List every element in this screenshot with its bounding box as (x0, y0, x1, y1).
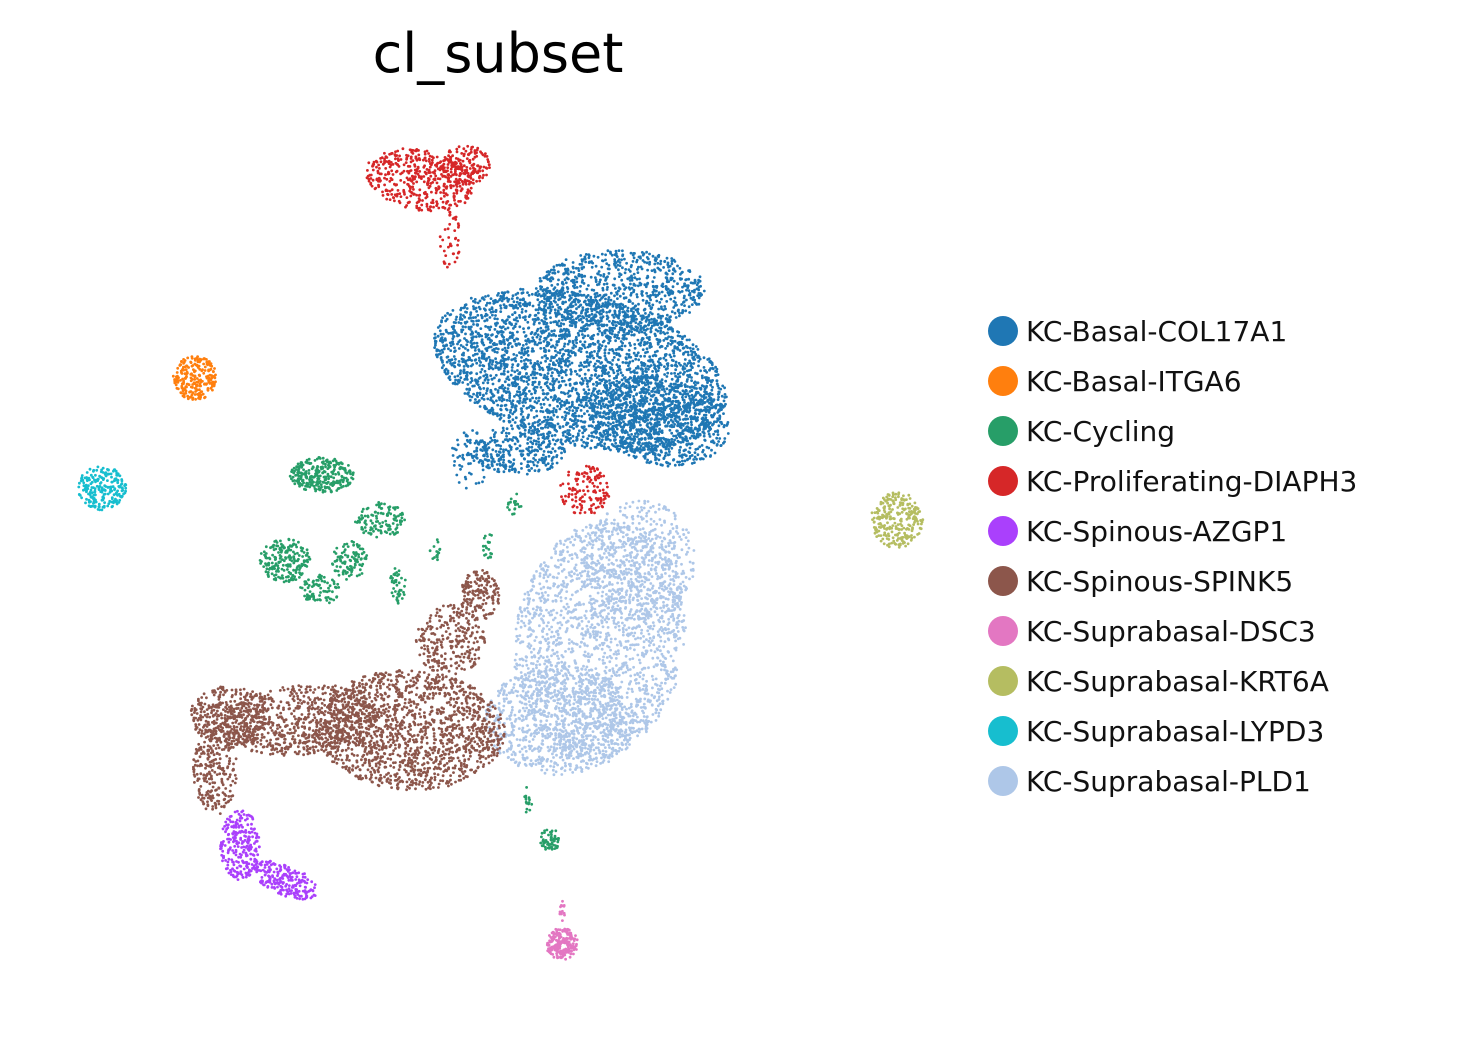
legend-item: KC-Spinous-SPINK5 (988, 556, 1357, 606)
legend: KC-Basal-COL17A1 KC-Basal-ITGA6 KC-Cycling… (988, 306, 1357, 806)
legend-item: KC-Basal-ITGA6 (988, 356, 1357, 406)
cluster-kc-suprabasal-dsc3 (545, 899, 579, 961)
legend-label: KC-Spinous-SPINK5 (1026, 564, 1294, 598)
legend-swatch (988, 316, 1018, 346)
legend-label: KC-Basal-ITGA6 (1026, 364, 1242, 398)
legend-label: KC-Suprabasal-LYPD3 (1026, 714, 1325, 748)
legend-swatch (988, 466, 1018, 496)
legend-item: KC-Suprabasal-KRT6A (988, 656, 1357, 706)
legend-label: KC-Suprabasal-KRT6A (1026, 664, 1329, 698)
legend-swatch (988, 716, 1018, 746)
legend-swatch (988, 516, 1018, 546)
cluster-kc-spinous-azgp1 (219, 809, 317, 901)
cluster-kc-suprabasal-lypd3 (77, 465, 128, 512)
legend-swatch (988, 366, 1018, 396)
legend-item: KC-Suprabasal-PLD1 (988, 756, 1357, 806)
legend-swatch (988, 416, 1018, 446)
legend-swatch (988, 666, 1018, 696)
cluster-kc-proliferating-diaph3 (365, 144, 611, 515)
legend-item: KC-Basal-COL17A1 (988, 306, 1357, 356)
legend-item: KC-Proliferating-DIAPH3 (988, 456, 1357, 506)
legend-label: KC-Proliferating-DIAPH3 (1026, 464, 1358, 498)
legend-item: KC-Spinous-AZGP1 (988, 506, 1357, 556)
cluster-kc-suprabasal-krt6a (870, 491, 925, 549)
legend-label: KC-Suprabasal-PLD1 (1026, 764, 1311, 798)
legend-swatch (988, 566, 1018, 596)
cluster-kc-suprabasal-pld1 (483, 499, 696, 777)
legend-swatch (988, 616, 1018, 646)
legend-label: KC-Cycling (1026, 414, 1176, 448)
legend-label: KC-Suprabasal-DSC3 (1026, 614, 1316, 648)
cluster-kc-basal-itga6 (171, 355, 217, 401)
cluster-kc-cycling (258, 456, 560, 851)
legend-label: KC-Spinous-AZGP1 (1026, 514, 1288, 548)
chart-title: cl_subset (372, 22, 624, 85)
legend-item: KC-Suprabasal-LYPD3 (988, 706, 1357, 756)
legend-item: KC-Suprabasal-DSC3 (988, 606, 1357, 656)
legend-item: KC-Cycling (988, 406, 1357, 456)
legend-label: KC-Basal-COL17A1 (1026, 314, 1288, 348)
cluster-kc-basal-col17a1 (433, 249, 730, 490)
cluster-kc-spinous-spink5 (189, 569, 506, 815)
legend-swatch (988, 766, 1018, 796)
